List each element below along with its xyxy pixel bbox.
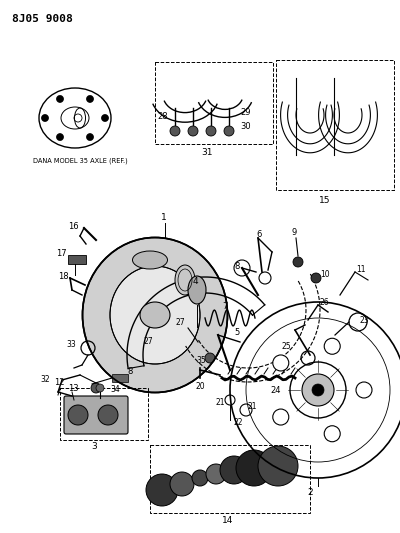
Ellipse shape — [132, 251, 168, 269]
Circle shape — [293, 257, 303, 267]
Text: 9: 9 — [292, 228, 297, 237]
Circle shape — [324, 426, 340, 442]
Text: 8J05 9008: 8J05 9008 — [12, 14, 73, 24]
Circle shape — [146, 474, 178, 506]
Text: 10: 10 — [320, 270, 330, 279]
Text: 14: 14 — [222, 516, 234, 525]
Text: 27: 27 — [176, 318, 186, 327]
Bar — [68, 255, 86, 264]
Circle shape — [206, 464, 226, 484]
Circle shape — [170, 126, 180, 136]
Text: 2: 2 — [307, 488, 313, 497]
Circle shape — [96, 384, 104, 392]
Ellipse shape — [140, 302, 170, 328]
Text: 21: 21 — [248, 402, 258, 411]
Text: 23: 23 — [360, 316, 370, 325]
Text: 17: 17 — [56, 249, 67, 258]
Text: 5: 5 — [234, 328, 239, 337]
Circle shape — [192, 470, 208, 486]
Circle shape — [273, 355, 289, 371]
Bar — [150, 445, 310, 513]
FancyBboxPatch shape — [64, 396, 128, 434]
Bar — [60, 388, 148, 440]
Circle shape — [98, 405, 118, 425]
Text: 11: 11 — [356, 265, 366, 274]
Text: 4: 4 — [193, 277, 199, 286]
Circle shape — [42, 115, 48, 122]
Text: 24: 24 — [270, 386, 280, 395]
Text: 8: 8 — [127, 367, 132, 376]
Text: 32: 32 — [40, 375, 50, 384]
Circle shape — [68, 405, 88, 425]
Text: 21: 21 — [216, 398, 226, 407]
Text: 20: 20 — [196, 382, 206, 391]
Circle shape — [302, 374, 334, 406]
Circle shape — [356, 382, 372, 398]
Circle shape — [56, 95, 64, 102]
Text: 31: 31 — [201, 148, 213, 157]
Ellipse shape — [175, 265, 195, 295]
Text: 27: 27 — [143, 337, 153, 346]
Text: 26: 26 — [320, 298, 330, 307]
Text: 18: 18 — [58, 272, 69, 281]
Text: 33: 33 — [66, 340, 76, 349]
Circle shape — [86, 134, 94, 141]
Circle shape — [170, 472, 194, 496]
Circle shape — [86, 95, 94, 102]
Circle shape — [324, 338, 340, 354]
Text: 25: 25 — [282, 342, 292, 351]
Ellipse shape — [188, 276, 206, 304]
Circle shape — [312, 384, 324, 396]
Text: 1: 1 — [161, 213, 167, 222]
Text: 35: 35 — [196, 356, 206, 365]
Ellipse shape — [82, 238, 228, 392]
Text: 16: 16 — [68, 222, 79, 231]
Circle shape — [220, 456, 248, 484]
Text: 28: 28 — [157, 112, 168, 121]
Text: 6: 6 — [256, 230, 261, 239]
Text: 12: 12 — [54, 378, 64, 387]
Text: 34: 34 — [110, 385, 120, 394]
Text: 13: 13 — [68, 384, 79, 393]
Circle shape — [273, 409, 289, 425]
Text: 30: 30 — [240, 122, 251, 131]
Text: 29: 29 — [240, 108, 250, 117]
Bar — [112, 374, 128, 382]
Circle shape — [56, 134, 64, 141]
Circle shape — [91, 383, 101, 393]
Circle shape — [206, 126, 216, 136]
Circle shape — [311, 273, 321, 283]
Text: 7: 7 — [222, 302, 227, 311]
Circle shape — [258, 446, 298, 486]
Circle shape — [224, 126, 234, 136]
Circle shape — [236, 450, 272, 486]
Bar — [276, 60, 394, 190]
Circle shape — [205, 353, 215, 363]
Ellipse shape — [110, 266, 200, 364]
Circle shape — [188, 126, 198, 136]
Text: 15: 15 — [319, 196, 331, 205]
Bar — [155, 62, 273, 144]
Circle shape — [102, 115, 108, 122]
Text: 8: 8 — [234, 262, 239, 271]
Text: 3: 3 — [91, 442, 97, 451]
Text: 22: 22 — [234, 418, 244, 427]
Text: DANA MODEL 35 AXLE (REF.): DANA MODEL 35 AXLE (REF.) — [33, 158, 128, 165]
